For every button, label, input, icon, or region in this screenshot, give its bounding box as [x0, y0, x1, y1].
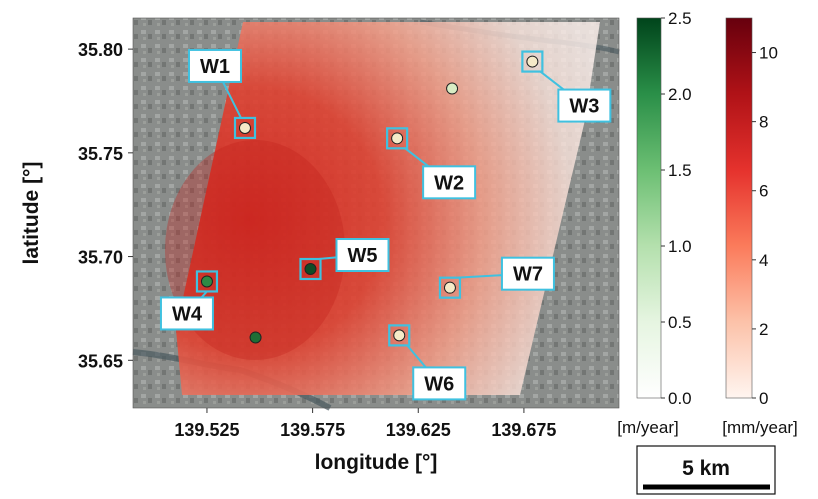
y-tick-label: 35.80	[78, 40, 123, 60]
well-highlight-box	[386, 127, 409, 150]
colorbar-tick-label: 1.0	[668, 237, 692, 256]
y-axis-ticks: 35.80 35.75 35.70 35.65	[78, 40, 133, 371]
well-highlight-box	[388, 324, 411, 347]
well-marker	[393, 329, 406, 342]
well-highlight-box	[233, 116, 257, 140]
colorbar-subsidence-ticks: 0 2 4 6 8 10	[752, 44, 778, 408]
colorbar-groundwater-unit: [m/year]	[617, 418, 678, 437]
well-label: W1	[200, 56, 230, 78]
colorbar-tick-label: 2.5	[668, 9, 692, 28]
well-marker	[304, 263, 317, 276]
colorbar-subsidence-unit: [mm/year]	[722, 418, 798, 437]
well-label-box	[557, 88, 612, 123]
x-tick-label: 139.525	[174, 420, 239, 440]
x-axis-label: longitude [°]	[315, 451, 438, 474]
well-marker	[238, 121, 251, 134]
well-label-box	[159, 296, 214, 331]
colorbar-tick-label: 1.5	[668, 161, 692, 180]
well-label: W2	[434, 172, 464, 194]
colorbar-tick-label: 2	[759, 320, 768, 339]
well-marker	[249, 331, 262, 344]
well-marker	[446, 82, 459, 95]
well-label-box	[500, 256, 555, 291]
well-highlight-box	[299, 257, 322, 281]
colorbar-subsidence: 0 2 4 6 8 10 [mm/year]	[722, 17, 798, 437]
well-label: W4	[172, 303, 203, 325]
well-label: W7	[513, 264, 543, 286]
scale-bar: 5 km	[636, 445, 776, 495]
colorbar-tick-label: 10	[759, 44, 778, 63]
well-label-box	[422, 165, 477, 200]
well-marker	[200, 275, 213, 288]
well-label-box	[187, 48, 242, 83]
scale-bar-label: 5 km	[682, 457, 730, 480]
well-label: W5	[347, 245, 377, 267]
plot-frame	[132, 17, 620, 409]
x-axis-ticks: 139.525 139.575 139.625 139.675	[174, 408, 556, 440]
colorbar-groundwater-gradient	[636, 17, 662, 399]
well-highlight-box	[521, 50, 544, 73]
subsidence-overlay	[176, 22, 600, 395]
y-tick-label: 35.75	[78, 144, 123, 164]
colorbar-tick-label: 0	[759, 389, 768, 408]
colorbar-groundwater-ticks: 0.0 0.5 1.0 1.5 2.0 2.5	[661, 9, 692, 408]
well-marker	[526, 55, 539, 68]
well-highlight-box	[438, 276, 462, 299]
x-tick-label: 139.675	[491, 420, 556, 440]
x-tick-label: 139.625	[386, 420, 451, 440]
colorbar-tick-label: 2.0	[668, 85, 692, 104]
colorbar-tick-label: 0.0	[668, 389, 692, 408]
x-tick-label: 139.575	[280, 420, 345, 440]
y-axis-label: latitude [°]	[20, 162, 43, 265]
colorbar-groundwater: 0.0 0.5 1.0 1.5 2.0 2.5 [m/year]	[617, 9, 691, 437]
well-label: W3	[569, 96, 599, 118]
map-area	[132, 17, 620, 411]
well-markers: W1 W2 W3 W4 W5 W6 W7	[159, 48, 612, 401]
well-label-box	[412, 366, 467, 401]
well-marker	[391, 132, 404, 145]
colorbar-tick-label: 6	[759, 182, 768, 201]
well-label: W6	[424, 373, 454, 395]
colorbar-tick-label: 0.5	[668, 313, 692, 332]
y-tick-label: 35.65	[78, 351, 123, 371]
well-marker	[443, 281, 456, 294]
well-label-box	[335, 238, 390, 273]
colorbar-tick-label: 8	[759, 113, 768, 132]
colorbar-subsidence-gradient	[725, 17, 753, 399]
colorbar-tick-label: 4	[759, 251, 768, 270]
y-tick-label: 35.70	[78, 248, 123, 268]
